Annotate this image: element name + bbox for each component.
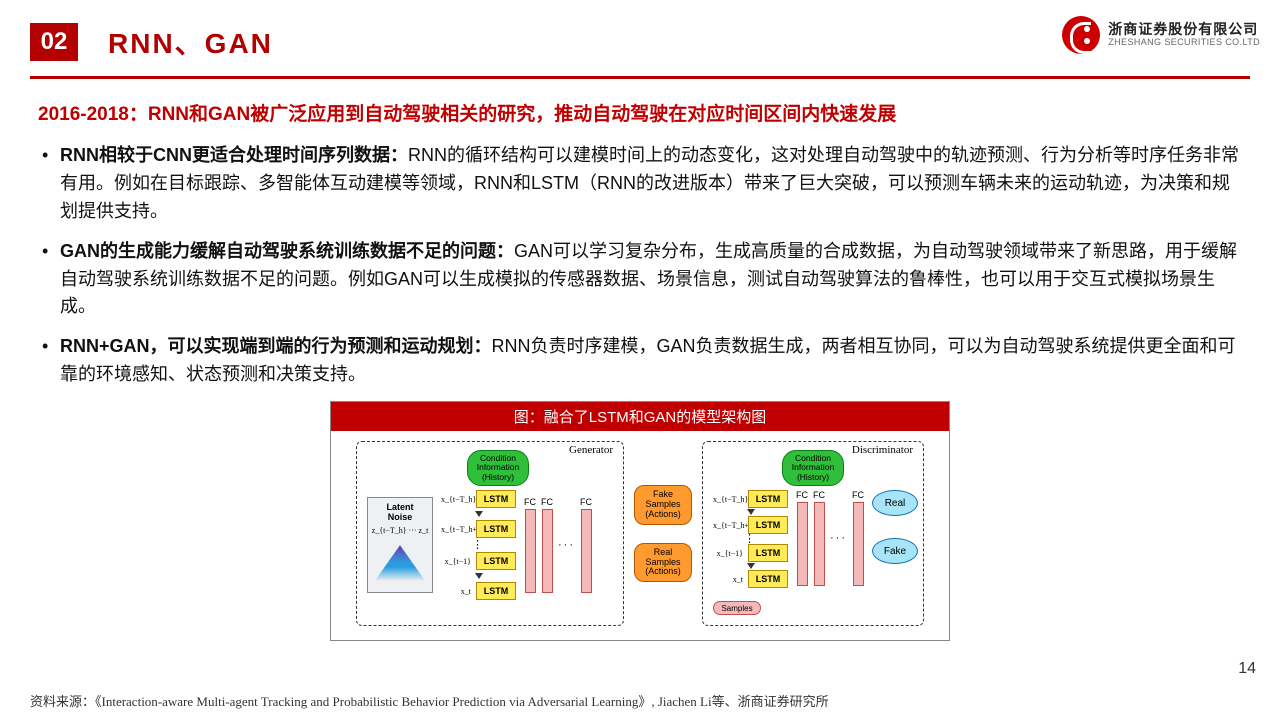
fc-bar <box>797 502 808 586</box>
lstm-block: LSTM <box>748 570 788 588</box>
source-citation: 资料来源：《Interaction-aware Multi-agent Trac… <box>30 691 829 710</box>
lstm-block: LSTM <box>476 582 516 600</box>
fc-layers: FC FC ··· FC <box>796 490 864 586</box>
discriminator-label: Discriminator <box>852 444 913 456</box>
bullet-bold: RNN+GAN，可以实现端到端的行为预测和运动规划： <box>60 336 492 356</box>
real-samples: RealSamples(Actions) <box>634 543 692 583</box>
bullet-item: RNN相较于CNN更适合处理时间序列数据：RNN的循环结构可以建模时间上的动态变… <box>38 142 1242 226</box>
samples-column: FakeSamples(Actions) RealSamples(Actions… <box>634 441 692 626</box>
bullet-bold: RNN相较于CNN更适合处理时间序列数据： <box>60 145 408 165</box>
fc-bar <box>814 502 825 586</box>
slide-title: RNN、GAN <box>108 22 273 62</box>
condition-box: ConditionInformation(History) <box>467 450 529 486</box>
subtitle: 2016-2018：RNN和GAN被广泛应用到自动驾驶相关的研究，推动自动驾驶在… <box>38 99 1242 126</box>
lstm-block: LSTM <box>748 544 788 562</box>
bullet-item: RNN+GAN，可以实现端到端的行为预测和运动规划：RNN负责时序建模，GAN负… <box>38 333 1242 389</box>
latent-noise: LatentNoise z_{t−T_h} ··· z_t <box>367 497 433 593</box>
fc-bar <box>581 509 592 593</box>
condition-box: ConditionInformation(History) <box>782 450 844 486</box>
real-output: Real <box>872 490 918 516</box>
lstm-block: LSTM <box>476 490 516 508</box>
generator-panel: Generator ConditionInformation(History) … <box>356 441 624 626</box>
fc-bar <box>853 502 864 586</box>
distribution-icon <box>370 545 430 585</box>
lstm-block: LSTM <box>748 490 788 508</box>
fake-samples: FakeSamples(Actions) <box>634 485 692 525</box>
figure-title: 图：融合了LSTM和GAN的模型架构图 <box>331 402 949 431</box>
logo-cn: 浙商证券股份有限公司 <box>1108 22 1260 37</box>
diagram: Generator ConditionInformation(History) … <box>331 431 949 640</box>
lstm-block: LSTM <box>476 520 516 538</box>
logo-en: ZHESHANG SECURITIES CO.LTD <box>1108 38 1260 48</box>
fake-output: Fake <box>872 538 918 564</box>
figure: 图：融合了LSTM和GAN的模型架构图 Generator ConditionI… <box>330 401 950 641</box>
fc-bar <box>542 509 553 593</box>
lstm-block: LSTM <box>476 552 516 570</box>
company-logo: 浙商证券股份有限公司 ZHESHANG SECURITIES CO.LTD <box>1062 16 1260 54</box>
generator-label: Generator <box>569 444 613 456</box>
lstm-block: LSTM <box>748 516 788 534</box>
content: 2016-2018：RNN和GAN被广泛应用到自动驾驶相关的研究，推动自动驾驶在… <box>0 79 1280 641</box>
bullet-bold: GAN的生成能力缓解自动驾驶系统训练数据不足的问题： <box>60 241 514 261</box>
samples-pill: Samples <box>713 601 761 615</box>
discriminator-panel: Discriminator ConditionInformation(Histo… <box>702 441 924 626</box>
bullet-item: GAN的生成能力缓解自动驾驶系统训练数据不足的问题：GAN可以学习复杂分布，生成… <box>38 238 1242 322</box>
bullet-list: RNN相较于CNN更适合处理时间序列数据：RNN的循环结构可以建模时间上的动态变… <box>38 142 1242 389</box>
section-number: 02 <box>30 23 78 61</box>
output-column: Real Fake <box>872 490 918 564</box>
lstm-stack: x_{t−T_h}LSTM x_{t−T_h+1}LSTM ⋮ x_{t−1}L… <box>441 490 516 600</box>
logo-text: 浙商证券股份有限公司 ZHESHANG SECURITIES CO.LTD <box>1108 22 1260 47</box>
fc-bar <box>525 509 536 593</box>
page-number: 14 <box>1238 660 1256 678</box>
fc-layers: FC FC ··· FC <box>524 497 592 593</box>
lstm-stack: x_{t−T_h}LSTM x_{t−T_h+1}LSTM ⋮ x_{t−1}L… <box>713 490 788 615</box>
logo-mark <box>1062 16 1100 54</box>
